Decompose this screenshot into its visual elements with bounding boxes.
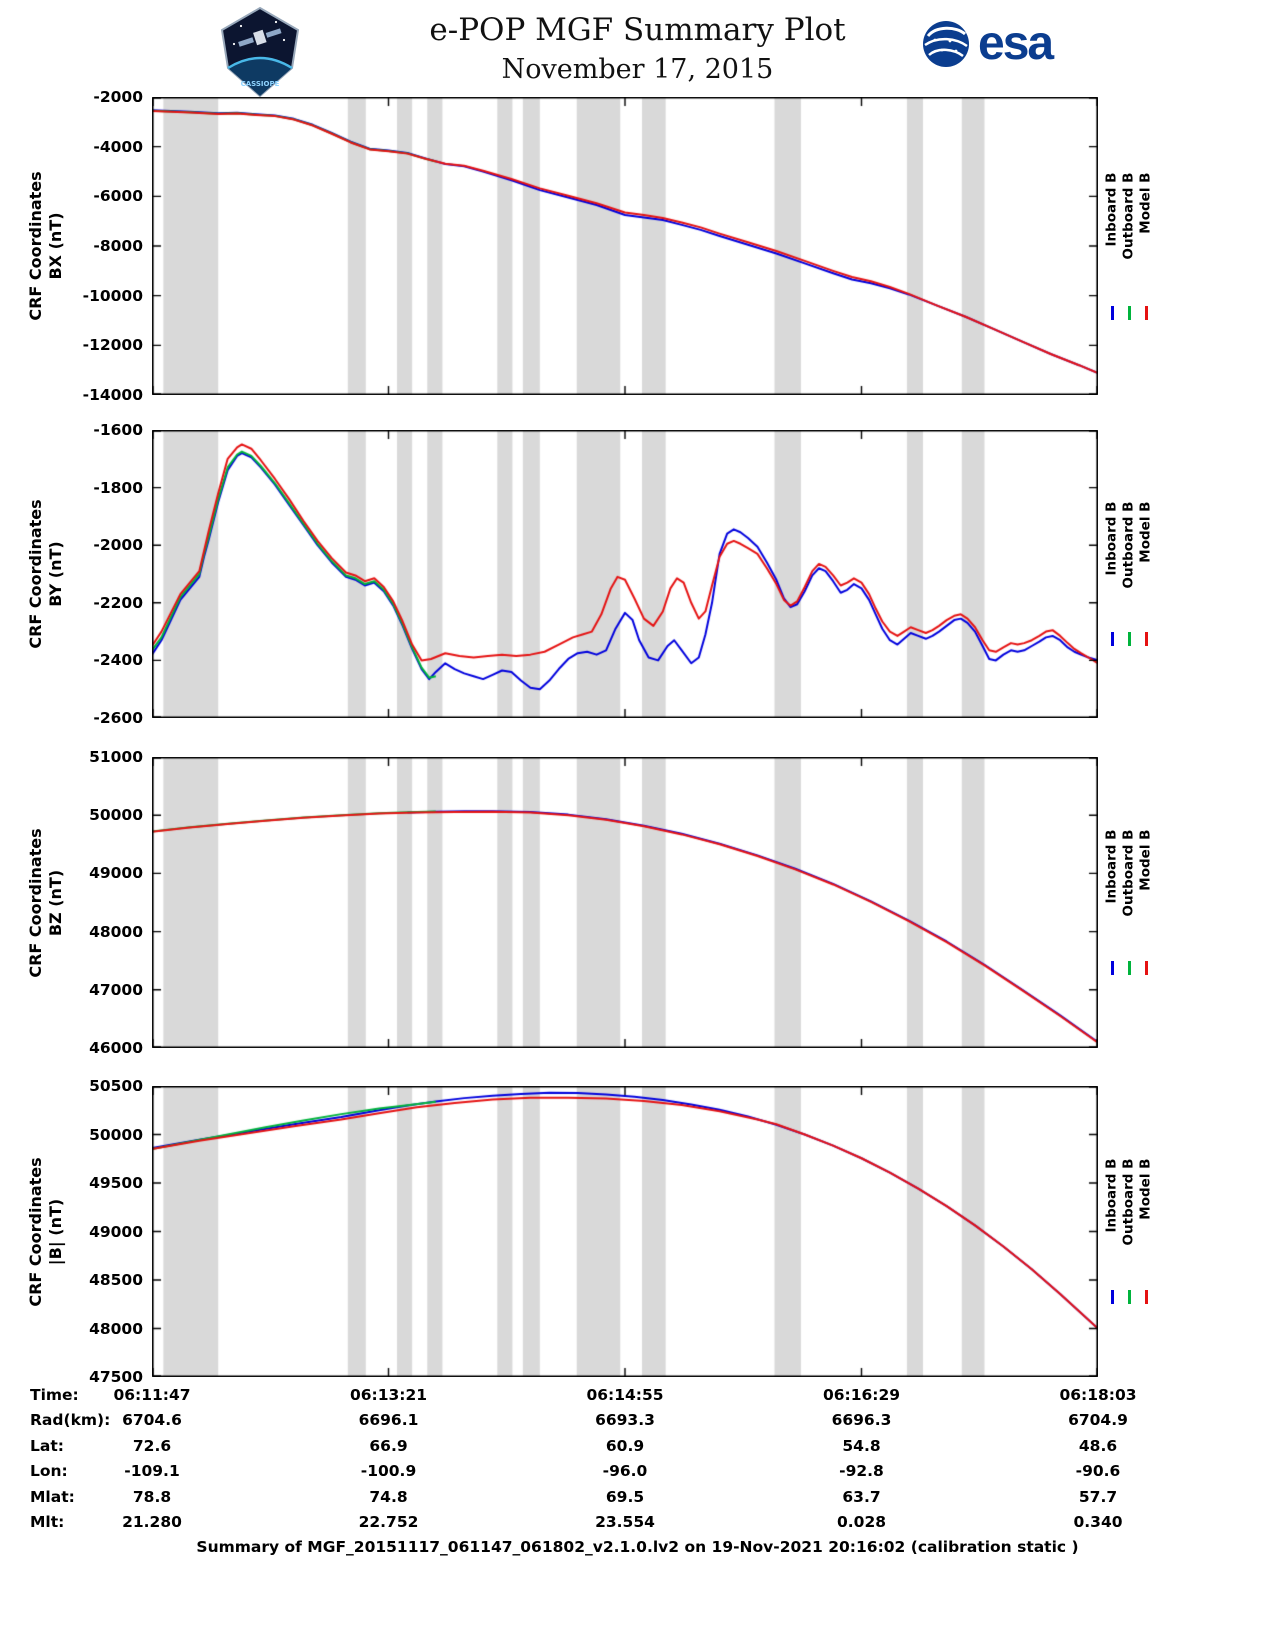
y-tick-label: 47000 xyxy=(89,980,143,999)
legend-dash-inboard xyxy=(1110,631,1114,646)
table-cell: 63.7 xyxy=(842,1487,881,1506)
y-tick-label: -1800 xyxy=(93,478,143,497)
y-tick-label: -6000 xyxy=(93,187,143,206)
table-cell: 23.554 xyxy=(595,1513,655,1531)
table-cell: 78.8 xyxy=(132,1487,172,1506)
table-row-label: Mlt: xyxy=(30,1513,65,1531)
table-row-label: Lat: xyxy=(30,1436,64,1455)
y-tick-label: 48000 xyxy=(89,1319,143,1338)
y-tick-label: -2600 xyxy=(93,709,143,727)
table-row-label: Mlat: xyxy=(30,1487,75,1506)
y-tick-label: -12000 xyxy=(82,336,143,355)
legend-dash-outboard xyxy=(1127,631,1131,646)
y-tick-label: 51000 xyxy=(89,748,143,766)
table-cell: -92.8 xyxy=(839,1462,884,1481)
plot-canvas-btot xyxy=(152,1086,1098,1377)
legend-dash-outboard xyxy=(1127,305,1131,320)
table-cell: 6693.3 xyxy=(595,1411,655,1430)
cassiope-mission-patch: CASSIOPE xyxy=(220,6,300,98)
table-cell: 06:11:47 xyxy=(113,1386,191,1404)
table-cell: 06:13:21 xyxy=(349,1386,428,1404)
table-cell: 06:18:03 xyxy=(1059,1386,1137,1404)
legend-dash-model xyxy=(1144,1289,1148,1304)
y-tick-label: 49500 xyxy=(89,1174,143,1192)
table-cell: 6704.6 xyxy=(122,1411,182,1430)
table-row-label: Lon: xyxy=(30,1462,68,1481)
y-tick-label: 50000 xyxy=(89,806,143,825)
legend-entries: Inboard B Outboard B Model B xyxy=(1103,172,1154,260)
table-cell: -109.1 xyxy=(124,1462,180,1481)
legend-dash-inboard xyxy=(1110,960,1114,975)
table-cell: 74.8 xyxy=(369,1487,408,1506)
plot-canvas-by xyxy=(152,430,1098,718)
table-cell: 0.028 xyxy=(836,1513,887,1531)
table-cell: 69.5 xyxy=(605,1487,645,1506)
table-cell: -96.0 xyxy=(602,1462,648,1481)
table-cell: 6696.1 xyxy=(358,1411,419,1430)
satellite-icon xyxy=(238,28,282,47)
table-cell: 57.7 xyxy=(1078,1487,1118,1506)
legend-dash-inboard xyxy=(1110,1289,1114,1304)
table-cell: 54.8 xyxy=(842,1436,881,1455)
esa-globe-icon xyxy=(923,21,969,67)
table-cell: 72.6 xyxy=(132,1436,172,1455)
plot-canvas-bz xyxy=(152,757,1098,1048)
table-cell: 6696.3 xyxy=(831,1411,892,1430)
table-cell: 06:14:55 xyxy=(586,1386,664,1404)
y-tick-label: -4000 xyxy=(93,137,143,156)
legend-dash-inboard xyxy=(1110,305,1114,320)
y-axis-label-by: CRF Coordinates BY (nT) xyxy=(26,499,65,649)
legend-dash-outboard xyxy=(1127,960,1131,975)
legend-dash-outboard xyxy=(1127,1289,1131,1304)
y-tick-label: 46000 xyxy=(89,1039,143,1057)
y-tick-label: -10000 xyxy=(82,286,143,305)
y-tick-label: 48000 xyxy=(89,922,143,941)
y-tick-label: 49000 xyxy=(89,1222,143,1241)
y-tick-label: -2000 xyxy=(93,88,143,106)
y-tick-label: -1600 xyxy=(93,421,143,439)
legend-entries: Inboard B Outboard B Model B xyxy=(1103,501,1154,589)
table-cell: 22.752 xyxy=(358,1513,419,1531)
page-subtitle: November 17, 2015 xyxy=(501,54,774,85)
y-tick-label: 50000 xyxy=(89,1125,143,1144)
esa-wordmark: esa xyxy=(978,17,1054,70)
y-tick-label: 49000 xyxy=(89,864,143,883)
y-tick-label: -2400 xyxy=(93,651,143,670)
table-cell: 21.280 xyxy=(122,1513,182,1531)
y-tick-label: 50500 xyxy=(89,1077,143,1095)
legend-entries: Inboard B Outboard B Model B xyxy=(1103,829,1154,917)
legend-dash-model xyxy=(1144,305,1148,320)
patch-title-text: CASSIOPE xyxy=(241,80,280,88)
y-axis-label-bz: CRF Coordinates BZ (nT) xyxy=(26,827,65,978)
legend-entries: Inboard B Outboard B Model B xyxy=(1103,1158,1154,1246)
legend-dash-model xyxy=(1144,631,1148,646)
plot-canvas-bx xyxy=(152,97,1098,395)
y-tick-label: -8000 xyxy=(93,237,143,255)
table-cell: -100.9 xyxy=(360,1462,417,1481)
table-cell: 66.9 xyxy=(369,1436,408,1455)
y-tick-label: -14000 xyxy=(82,386,143,404)
table-cell: 0.340 xyxy=(1073,1513,1123,1531)
table-cell: 06:16:29 xyxy=(822,1386,901,1404)
table-cell: 60.9 xyxy=(605,1436,645,1455)
y-tick-label: 48500 xyxy=(89,1271,143,1289)
page-title: e-POP MGF Summary Plot xyxy=(429,12,846,48)
legend-dash-model xyxy=(1144,960,1148,975)
y-tick-label: -2200 xyxy=(93,593,143,612)
y-tick-label: 47500 xyxy=(89,1368,143,1386)
y-tick-label: -2000 xyxy=(93,536,143,555)
table-cell: -90.6 xyxy=(1075,1462,1121,1481)
esa-logo: esa xyxy=(920,17,1054,70)
footer-summary: Summary of MGF_20151117_061147_061802_v2… xyxy=(196,1538,1079,1556)
table-cell: 48.6 xyxy=(1078,1436,1118,1455)
table-row-label: Rad(km): xyxy=(30,1411,111,1430)
table-row-label: Time: xyxy=(30,1386,79,1404)
table-cell: 6704.9 xyxy=(1068,1411,1128,1430)
